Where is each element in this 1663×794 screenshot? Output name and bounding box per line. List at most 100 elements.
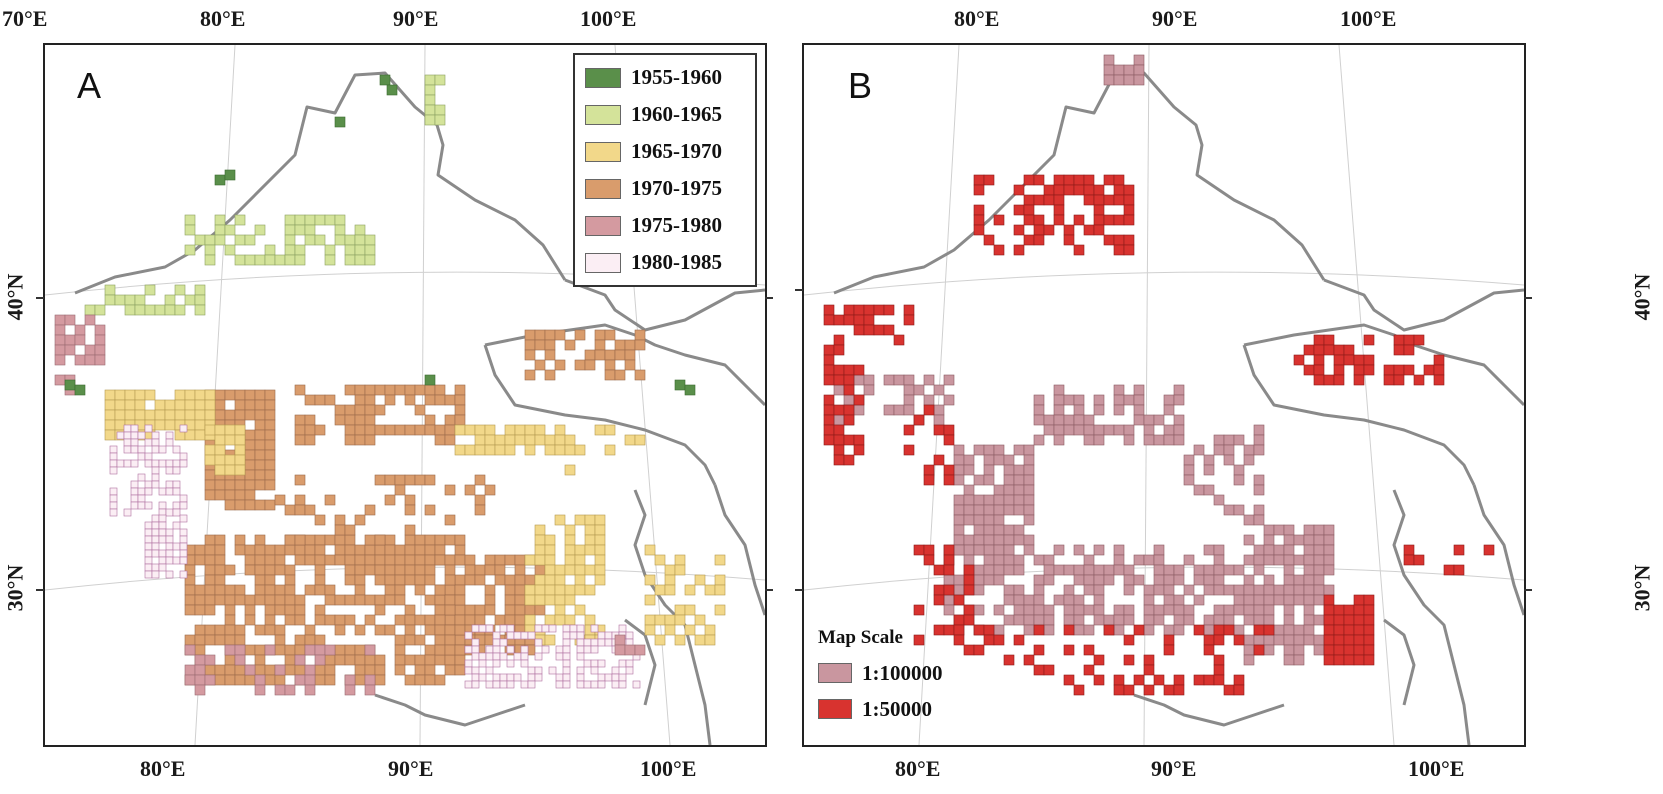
cell-1975 [54,374,66,386]
cell-1970 [414,554,426,566]
cell-scale-50000 [1353,354,1365,366]
cell-1965 [684,604,696,616]
cell-1980 [172,480,181,489]
boundary-line [633,489,712,745]
cell-scale-50000 [963,584,975,596]
cell-scale-100000 [1153,614,1165,626]
cell-scale-100000 [1313,544,1325,556]
cell-1960 [224,244,236,256]
cell-scale-50000 [1323,654,1335,666]
cell-scale-100000 [1253,604,1265,616]
cell-scale-50000 [1343,654,1355,666]
cell-scale-50000 [1333,634,1345,646]
cell-scale-50000 [823,354,835,366]
cell-1970 [504,604,516,616]
cell-1965 [554,574,566,586]
cell-1970 [424,624,436,636]
scale-legend: Map Scale 1:100000 1:50000 [818,627,943,727]
cell-1970 [284,594,296,606]
cell-1970 [334,624,346,636]
cell-scale-100000 [863,374,875,386]
cell-1975 [304,674,316,686]
cell-scale-100000 [1143,414,1155,426]
cell-1965 [664,624,676,636]
cell-scale-100000 [1133,54,1145,66]
cell-scale-50000 [1233,634,1245,646]
cell-scale-50000 [1323,594,1335,606]
cell-scale-100000 [1023,604,1035,616]
cell-1970 [244,389,256,401]
cell-1970 [204,479,216,491]
cell-scale-100000 [1303,594,1315,606]
cell-1980 [534,652,543,661]
cell-1970 [254,419,266,431]
cell-1970 [324,674,336,686]
cell-1970 [314,664,326,676]
cell-scale-100000 [1293,534,1305,546]
cell-1970 [224,389,236,401]
legend-label: 1980-1985 [631,250,722,274]
cell-1965 [594,544,606,556]
cell-scale-50000 [843,304,855,316]
cell-scale-100000 [843,394,855,406]
cell-scale-100000 [1033,554,1045,566]
cell-1970 [214,574,226,586]
cell-1980 [165,549,174,558]
cell-1965 [214,434,226,446]
cell-scale-100000 [1063,604,1075,616]
cell-1960 [344,234,356,246]
cell-1980 [144,542,153,551]
cell-scale-100000 [1003,564,1015,576]
cell-scale-100000 [1103,424,1115,436]
cell-1975 [274,664,286,676]
cell-scale-50000 [1363,354,1375,366]
cell-1970 [234,624,246,636]
cell-scale-50000 [833,424,845,436]
cell-scale-100000 [1203,614,1215,626]
cell-scale-100000 [1243,644,1255,656]
cell-scale-100000 [1163,574,1175,586]
cell-1975 [74,334,86,346]
cell-scale-100000 [1293,554,1305,566]
cell-1970 [444,484,456,496]
cell-1970 [424,414,436,426]
cell-1975 [64,314,76,326]
cell-scale-50000 [1363,364,1375,376]
cell-scale-50000 [883,324,895,336]
cell-1980 [534,624,543,633]
lon-label-100e-bottom-a: 100°E [640,756,697,781]
cell-scale-100000 [993,504,1005,516]
cell-1965 [184,399,196,411]
cell-1975 [324,644,336,656]
cell-1970 [384,594,396,606]
cell-1980 [123,431,132,440]
cell-scale-100000 [1023,614,1035,626]
cell-1970 [544,349,556,361]
cell-scale-100000 [1223,434,1235,446]
cell-1960 [314,214,326,226]
cell-1970 [314,614,326,626]
cell-1970 [384,544,396,556]
cell-1960 [334,234,346,246]
cell-1955 [684,384,696,396]
cell-1980 [513,631,522,640]
cell-1965 [174,399,186,411]
cell-scale-100000 [983,554,995,566]
cell-scale-100000 [1013,564,1025,576]
cell-1965 [464,424,476,436]
cell-scale-100000 [1123,584,1135,596]
cell-scale-100000 [1173,414,1185,426]
cell-1960 [114,294,126,306]
cell-scale-100000 [1253,474,1265,486]
cell-1970 [434,434,446,446]
cell-scale-50000 [1313,334,1325,346]
cell-1970 [414,534,426,546]
cell-1960 [424,104,436,116]
cell-1970 [254,544,266,556]
cell-scale-100000 [1083,584,1095,596]
cell-1980 [590,645,599,654]
cell-1970 [314,674,326,686]
cell-1980 [179,494,188,503]
cell-scale-100000 [1123,74,1135,86]
cell-scale-50000 [1353,594,1365,606]
